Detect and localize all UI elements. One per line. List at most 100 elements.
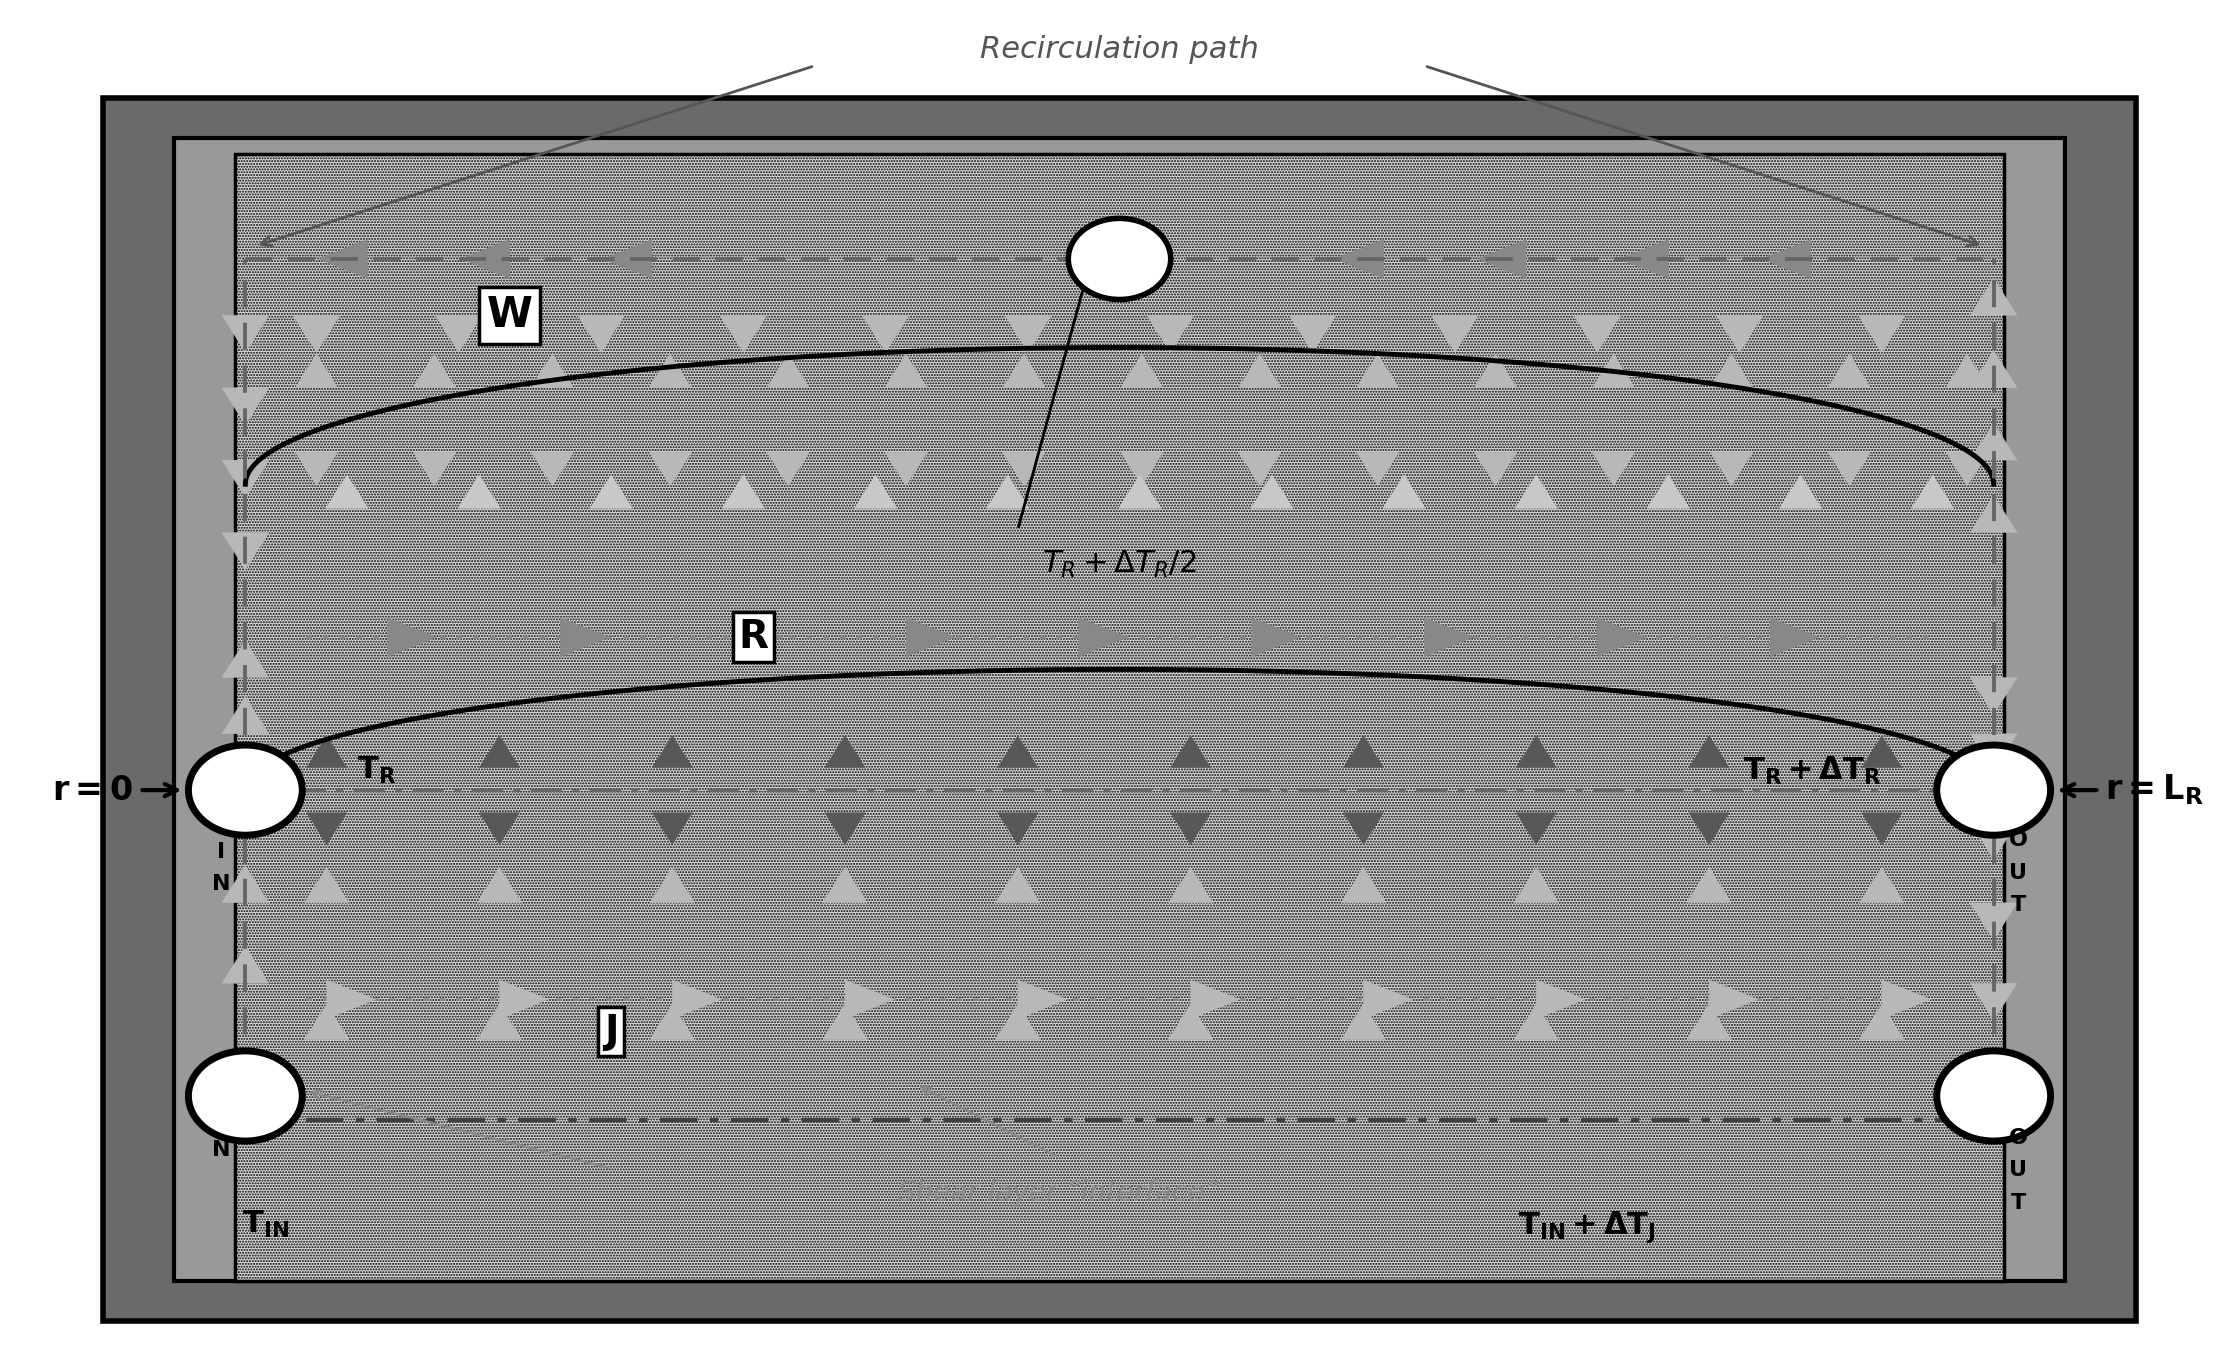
Polygon shape: [1827, 452, 1870, 485]
Polygon shape: [1079, 618, 1128, 657]
Polygon shape: [855, 474, 898, 509]
Polygon shape: [1120, 474, 1162, 509]
Polygon shape: [1003, 354, 1046, 388]
Polygon shape: [1970, 351, 2017, 388]
Polygon shape: [1238, 354, 1281, 388]
Polygon shape: [325, 474, 367, 509]
Polygon shape: [1970, 733, 2017, 771]
Polygon shape: [1596, 618, 1646, 657]
Text: $\mathbf{T_{IN}}$: $\mathbf{T_{IN}}$: [242, 1209, 289, 1239]
Circle shape: [1068, 218, 1171, 299]
Text: W: W: [486, 295, 533, 336]
Polygon shape: [1858, 315, 1905, 352]
Text: T: T: [2011, 1193, 2026, 1212]
Polygon shape: [479, 736, 519, 768]
Polygon shape: [222, 640, 269, 677]
Circle shape: [188, 744, 302, 835]
Polygon shape: [1516, 813, 1556, 845]
Polygon shape: [1970, 983, 2017, 1020]
Polygon shape: [1970, 677, 2017, 714]
Polygon shape: [649, 354, 692, 388]
Polygon shape: [1592, 452, 1634, 485]
Text: $\mathbf{r=L_R}$: $\mathbf{r=L_R}$: [2105, 773, 2203, 808]
Polygon shape: [1473, 452, 1516, 485]
Text: $\mathbf{T_{IN}+\Delta T_J}$: $\mathbf{T_{IN}+\Delta T_J}$: [1518, 1209, 1657, 1245]
Circle shape: [1937, 1052, 2051, 1141]
Text: O: O: [2008, 1128, 2029, 1149]
Text: O: O: [2008, 831, 2029, 850]
Text: I: I: [217, 842, 224, 862]
Polygon shape: [822, 868, 866, 903]
Polygon shape: [1005, 315, 1052, 352]
Polygon shape: [1473, 354, 1516, 388]
Polygon shape: [884, 452, 927, 485]
Polygon shape: [1711, 354, 1753, 388]
Polygon shape: [1290, 315, 1337, 352]
Polygon shape: [1861, 736, 1901, 768]
Polygon shape: [996, 1004, 1041, 1039]
Polygon shape: [1619, 240, 1668, 278]
Polygon shape: [222, 461, 269, 498]
Polygon shape: [477, 1004, 522, 1039]
Polygon shape: [649, 452, 692, 485]
Circle shape: [1937, 744, 2051, 835]
Polygon shape: [1478, 240, 1527, 278]
Polygon shape: [222, 786, 269, 823]
Polygon shape: [1019, 980, 1068, 1019]
Polygon shape: [1688, 736, 1729, 768]
Polygon shape: [591, 474, 631, 509]
FancyBboxPatch shape: [103, 97, 2136, 1322]
Polygon shape: [1169, 868, 1214, 903]
Polygon shape: [578, 315, 625, 352]
Polygon shape: [414, 354, 457, 388]
Polygon shape: [1516, 474, 1558, 509]
Polygon shape: [844, 980, 893, 1019]
Text: $\mathbf{T_R}$: $\mathbf{T_R}$: [358, 755, 396, 787]
Polygon shape: [387, 618, 437, 657]
Polygon shape: [1708, 980, 1758, 1019]
Polygon shape: [1881, 980, 1930, 1019]
Polygon shape: [602, 240, 652, 278]
Polygon shape: [318, 240, 367, 278]
Polygon shape: [1341, 868, 1386, 903]
Polygon shape: [1946, 354, 1988, 388]
Polygon shape: [479, 813, 519, 845]
Polygon shape: [1592, 354, 1634, 388]
Polygon shape: [434, 315, 481, 352]
Polygon shape: [499, 980, 549, 1019]
Polygon shape: [222, 388, 269, 425]
Text: N: N: [213, 873, 231, 894]
Text: J: J: [605, 1013, 618, 1050]
Polygon shape: [1341, 1004, 1386, 1039]
Polygon shape: [824, 736, 864, 768]
Polygon shape: [1711, 452, 1753, 485]
Polygon shape: [1514, 868, 1558, 903]
Polygon shape: [307, 736, 347, 768]
Polygon shape: [1146, 315, 1193, 352]
Text: Recirculation path: Recirculation path: [981, 36, 1258, 64]
Polygon shape: [1970, 278, 2017, 315]
Polygon shape: [1120, 354, 1162, 388]
Polygon shape: [1357, 452, 1399, 485]
Polygon shape: [1364, 980, 1413, 1019]
Polygon shape: [1384, 474, 1426, 509]
Text: Shear layer “interface”: Shear layer “interface”: [898, 1179, 1218, 1206]
Polygon shape: [649, 1004, 694, 1039]
Polygon shape: [1357, 354, 1399, 388]
Polygon shape: [999, 736, 1039, 768]
Polygon shape: [1171, 736, 1211, 768]
Polygon shape: [1343, 813, 1384, 845]
Polygon shape: [999, 813, 1039, 845]
Polygon shape: [296, 354, 338, 388]
Polygon shape: [560, 618, 609, 657]
Polygon shape: [884, 354, 927, 388]
Polygon shape: [1912, 474, 1955, 509]
Polygon shape: [531, 452, 573, 485]
Polygon shape: [305, 868, 349, 903]
Polygon shape: [652, 813, 692, 845]
Polygon shape: [672, 980, 721, 1019]
Polygon shape: [477, 868, 522, 903]
Text: U: U: [2008, 862, 2026, 883]
Polygon shape: [1343, 736, 1384, 768]
Polygon shape: [222, 946, 269, 983]
